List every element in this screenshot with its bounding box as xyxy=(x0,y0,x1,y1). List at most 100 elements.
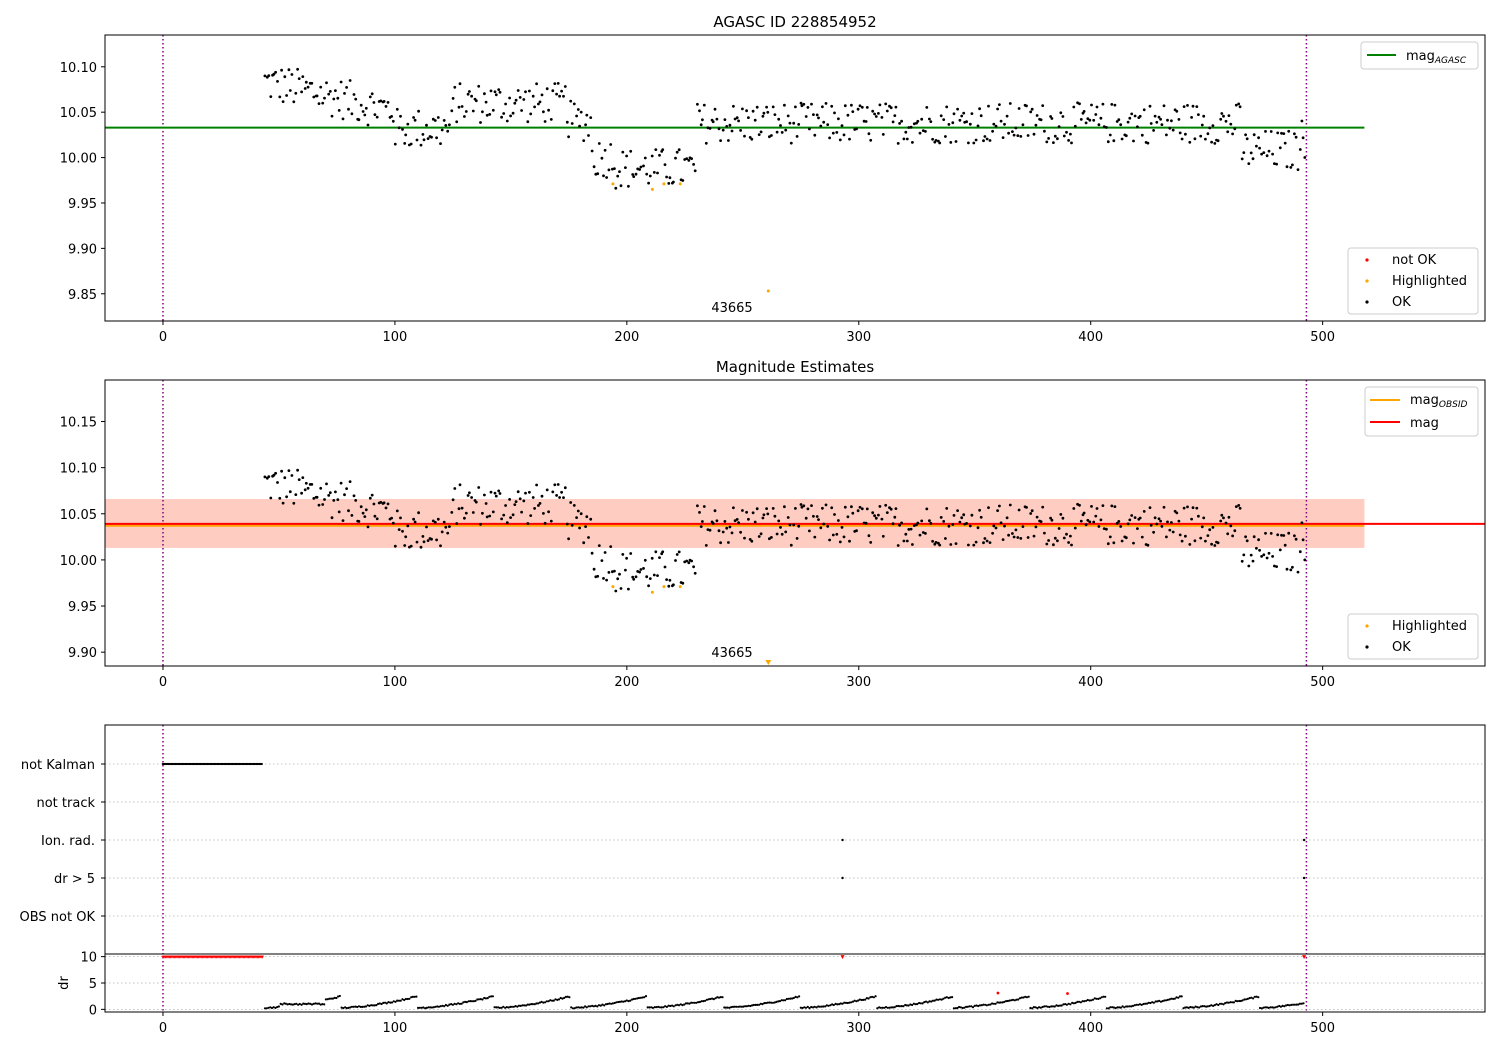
ok-point xyxy=(713,107,717,111)
ok-point xyxy=(921,129,925,133)
ok-point xyxy=(1237,504,1241,507)
dr-point xyxy=(848,1001,851,1004)
dr-point xyxy=(566,995,569,998)
dr-point xyxy=(450,1003,453,1006)
ok-point xyxy=(431,519,435,523)
ok-point xyxy=(1245,137,1249,141)
dr-point xyxy=(850,1001,853,1004)
ok-point xyxy=(1149,523,1153,527)
dr-point xyxy=(396,999,399,1002)
ok-point xyxy=(891,120,895,124)
dr-point xyxy=(970,1005,973,1008)
dr-point xyxy=(1239,999,1242,1003)
ok-point xyxy=(330,516,334,520)
ok-point xyxy=(944,537,947,540)
ok-point xyxy=(677,148,681,152)
dr-saturated-marker xyxy=(840,955,845,960)
ok-point xyxy=(1275,162,1278,166)
ok-point xyxy=(1213,142,1217,145)
dr-point xyxy=(641,996,644,999)
x-tick-label: 100 xyxy=(383,675,408,690)
y-tick-label: 5 xyxy=(89,977,97,992)
x-tick-label: 0 xyxy=(159,675,167,690)
ok-point xyxy=(1092,118,1096,122)
dr-point xyxy=(1138,1003,1142,1006)
ok-point xyxy=(672,180,675,184)
ok-point xyxy=(898,122,901,125)
ok-point xyxy=(1255,546,1258,550)
ok-point xyxy=(471,511,475,514)
ok-point xyxy=(792,121,796,125)
dr-point xyxy=(263,1007,267,1010)
ok-point xyxy=(1088,520,1092,524)
ok-point xyxy=(770,134,773,137)
ok-point xyxy=(343,92,346,95)
ok-point xyxy=(310,81,314,85)
ok-point xyxy=(590,149,594,153)
ok-point xyxy=(864,120,868,123)
ok-point xyxy=(504,504,507,507)
ok-point xyxy=(788,523,792,527)
dr-saturated-marker xyxy=(260,955,264,959)
ok-point xyxy=(597,142,601,145)
ok-point xyxy=(614,186,618,190)
ok-point xyxy=(315,94,319,98)
dr-point xyxy=(1053,1005,1056,1008)
ok-point xyxy=(373,113,377,116)
dr-point xyxy=(933,999,936,1002)
ok-point xyxy=(1168,126,1172,130)
dr-point xyxy=(1041,1005,1044,1009)
dr-point xyxy=(613,1001,616,1005)
ok-point xyxy=(463,115,466,118)
ok-point xyxy=(354,499,358,502)
dr-point xyxy=(961,1006,964,1010)
ok-point xyxy=(632,175,636,179)
x-tick-label: 300 xyxy=(846,675,871,690)
ok-point xyxy=(323,96,326,100)
dr-point xyxy=(384,1001,387,1004)
ok-point xyxy=(605,578,608,582)
dr-point xyxy=(862,998,865,1002)
dr-point xyxy=(481,998,484,1001)
ok-point xyxy=(631,173,635,176)
dr-point xyxy=(284,1002,287,1005)
dr-point xyxy=(1227,1001,1230,1004)
ok-point xyxy=(609,545,613,548)
ok-point xyxy=(851,110,855,113)
ok-point xyxy=(1155,522,1159,526)
dr-point xyxy=(403,998,406,1002)
ok-point xyxy=(471,109,475,113)
ok-point xyxy=(364,508,368,512)
ok-point xyxy=(1229,524,1233,528)
dr-point xyxy=(493,1006,496,1009)
ok-point xyxy=(1035,515,1039,519)
ok-point xyxy=(488,113,492,116)
dr-point xyxy=(991,1002,994,1005)
ok-point xyxy=(511,111,515,115)
ok-point xyxy=(939,516,943,519)
ok-point xyxy=(350,112,354,116)
ok-point xyxy=(864,521,868,525)
ok-point xyxy=(500,517,503,521)
ok-point xyxy=(543,521,547,525)
ok-point xyxy=(464,511,468,515)
ok-point xyxy=(643,156,647,160)
ok-point xyxy=(991,129,994,133)
dr-point xyxy=(1222,1003,1225,1006)
ok-point xyxy=(464,110,468,113)
ok-point xyxy=(945,105,949,109)
ok-point xyxy=(1136,125,1139,129)
ok-point xyxy=(848,137,851,141)
ok-point xyxy=(1012,535,1016,539)
dr-point xyxy=(533,1003,536,1006)
ok-point xyxy=(621,150,625,154)
ok-point xyxy=(828,136,831,140)
ok-point xyxy=(685,157,689,161)
dr-point xyxy=(512,1005,515,1008)
legend2-ok-marker xyxy=(1365,645,1369,649)
ok-point xyxy=(721,530,725,534)
ok-point xyxy=(1138,114,1142,118)
dr-point xyxy=(888,1006,891,1009)
ok-point xyxy=(616,174,620,178)
ok-point xyxy=(1084,523,1088,527)
